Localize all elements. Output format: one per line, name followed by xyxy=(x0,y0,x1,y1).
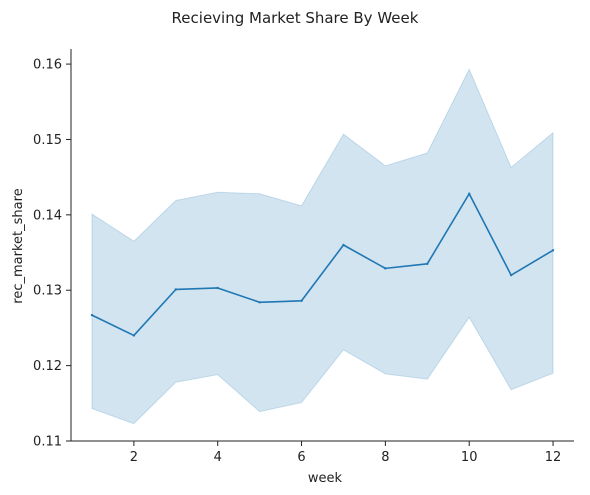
series-line-layer xyxy=(90,192,555,337)
x-tick-label: 12 xyxy=(545,450,562,465)
data-point xyxy=(90,313,94,317)
x-tick-label: 10 xyxy=(461,450,478,465)
data-point xyxy=(426,262,429,266)
data-point xyxy=(468,192,471,195)
y-axis-label: rec_market_share xyxy=(11,188,26,303)
y-tick-label: 0.15 xyxy=(33,133,62,148)
x-tick-label: 8 xyxy=(381,450,389,465)
data-point xyxy=(551,249,555,252)
data-point xyxy=(300,299,303,302)
y-tick-label: 0.11 xyxy=(33,435,62,450)
axes-layer: 2 4 6 8 10 12 0.11 0.12 0.13 0.14 0.15 0.16 xyxy=(33,49,574,465)
y-tick-label: 0.13 xyxy=(33,284,62,299)
data-point xyxy=(509,273,513,277)
data-point xyxy=(216,286,219,290)
y-tick-label: 0.12 xyxy=(33,359,62,374)
chart-title: Recieving Market Share By Week xyxy=(172,9,419,27)
data-point xyxy=(342,243,345,247)
data-point xyxy=(384,267,387,270)
x-tick-label: 4 xyxy=(214,450,222,465)
confidence-band xyxy=(91,68,554,425)
y-tick-label: 0.16 xyxy=(33,58,62,73)
y-tick-label: 0.14 xyxy=(33,208,62,223)
data-point xyxy=(174,288,177,291)
confidence-band-layer xyxy=(91,68,554,425)
series-line xyxy=(91,192,554,337)
x-axis-label: week xyxy=(308,471,343,486)
x-tick-label: 2 xyxy=(130,450,138,465)
data-point xyxy=(132,334,136,337)
x-tick-label: 6 xyxy=(297,450,305,465)
data-point xyxy=(258,301,261,304)
